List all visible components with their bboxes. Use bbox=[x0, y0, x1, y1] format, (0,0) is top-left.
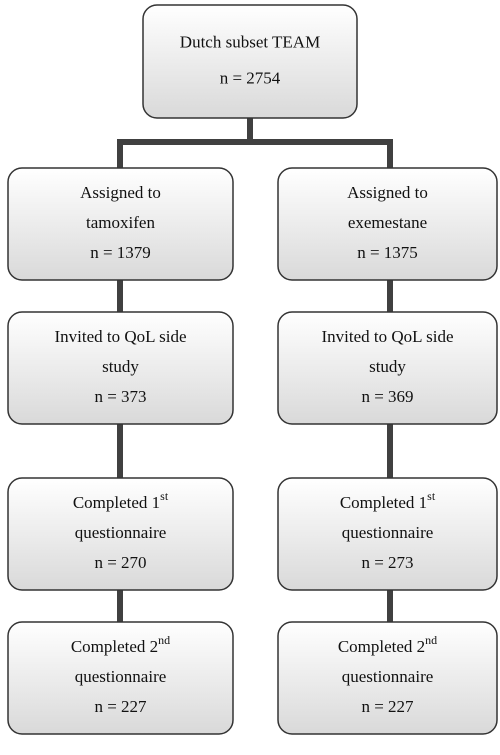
node-line: Invited to QoL side bbox=[321, 327, 453, 346]
node-text: n = 227 bbox=[361, 697, 414, 716]
node: Completed 1st questionnaire n = 273 bbox=[277, 477, 498, 591]
superscript: st bbox=[160, 489, 169, 503]
node-line: questionnaire bbox=[342, 523, 434, 542]
node-text: n = 369 bbox=[361, 387, 413, 406]
node-text: questionnaire bbox=[342, 667, 434, 686]
node-text: study bbox=[102, 357, 139, 376]
node-line: n = 373 bbox=[94, 387, 146, 406]
node-line: Dutch subset TEAM bbox=[180, 32, 320, 51]
node-text: Assigned to bbox=[347, 183, 428, 202]
node-line: tamoxifen bbox=[86, 213, 155, 232]
node-text: Completed 1st bbox=[340, 489, 436, 512]
node-text: Dutch subset TEAM bbox=[180, 32, 320, 51]
node-box bbox=[277, 477, 498, 591]
node: Completed 2nd questionnaire n = 227 bbox=[277, 621, 498, 735]
node-text: study bbox=[369, 357, 406, 376]
superscript: st bbox=[427, 489, 436, 503]
node-text: tamoxifen bbox=[86, 213, 155, 232]
node-box bbox=[7, 167, 234, 281]
node-line: Completed 2 bbox=[71, 637, 158, 656]
superscript: nd bbox=[158, 633, 170, 647]
node-line: questionnaire bbox=[75, 523, 167, 542]
node-box bbox=[277, 621, 498, 735]
node-line: Completed 1 bbox=[73, 493, 160, 512]
split-connector bbox=[117, 118, 393, 168]
node-box bbox=[7, 621, 234, 735]
node: Assigned to tamoxifen n = 1379 bbox=[7, 167, 234, 281]
node-text: n = 1375 bbox=[357, 243, 418, 262]
node-text: questionnaire bbox=[75, 667, 167, 686]
node-line: study bbox=[102, 357, 139, 376]
node-text: n = 373 bbox=[94, 387, 146, 406]
node-line: n = 369 bbox=[361, 387, 413, 406]
node-text: n = 1379 bbox=[90, 243, 151, 262]
node-text: Completed 2nd bbox=[338, 633, 437, 656]
node-line: Assigned to bbox=[347, 183, 428, 202]
node-text: questionnaire bbox=[75, 523, 167, 542]
node-line: questionnaire bbox=[342, 667, 434, 686]
node-box bbox=[277, 311, 498, 425]
node-text: n = 273 bbox=[361, 553, 413, 572]
node-text: exemestane bbox=[348, 213, 427, 232]
node-line: n = 2754 bbox=[220, 68, 281, 87]
node: Completed 2nd questionnaire n = 227 bbox=[7, 621, 234, 735]
node-line: Completed 1 bbox=[340, 493, 427, 512]
node-box bbox=[7, 311, 234, 425]
node-text: n = 2754 bbox=[220, 68, 281, 87]
node-line: n = 270 bbox=[94, 553, 146, 572]
vertical-connectors bbox=[117, 280, 393, 622]
node-text: Invited to QoL side bbox=[54, 327, 186, 346]
node-line: Completed 2 bbox=[338, 637, 425, 656]
node: Assigned to exemestane n = 1375 bbox=[277, 167, 498, 281]
node-text: Invited to QoL side bbox=[321, 327, 453, 346]
node-box bbox=[277, 167, 498, 281]
node: Dutch subset TEAM n = 2754 bbox=[142, 4, 358, 119]
node-line: n = 227 bbox=[361, 697, 414, 716]
superscript: nd bbox=[425, 633, 437, 647]
connectors bbox=[117, 118, 393, 622]
node-line: exemestane bbox=[348, 213, 427, 232]
node-line: n = 273 bbox=[361, 553, 413, 572]
node: Invited to QoL side study n = 369 bbox=[277, 311, 498, 425]
node-text: questionnaire bbox=[342, 523, 434, 542]
node-line: Invited to QoL side bbox=[54, 327, 186, 346]
node-line: Assigned to bbox=[80, 183, 161, 202]
node-text: Completed 2nd bbox=[71, 633, 170, 656]
node-line: questionnaire bbox=[75, 667, 167, 686]
node-line: study bbox=[369, 357, 406, 376]
node-text: n = 270 bbox=[94, 553, 146, 572]
node-text: Assigned to bbox=[80, 183, 161, 202]
node: Completed 1st questionnaire n = 270 bbox=[7, 477, 234, 591]
node: Invited to QoL side study n = 373 bbox=[7, 311, 234, 425]
node-box bbox=[142, 4, 358, 119]
node-box bbox=[7, 477, 234, 591]
node-line: n = 1375 bbox=[357, 243, 418, 262]
node-text: Completed 1st bbox=[73, 489, 169, 512]
node-line: n = 227 bbox=[94, 697, 147, 716]
node-text: n = 227 bbox=[94, 697, 147, 716]
node-line: n = 1379 bbox=[90, 243, 151, 262]
